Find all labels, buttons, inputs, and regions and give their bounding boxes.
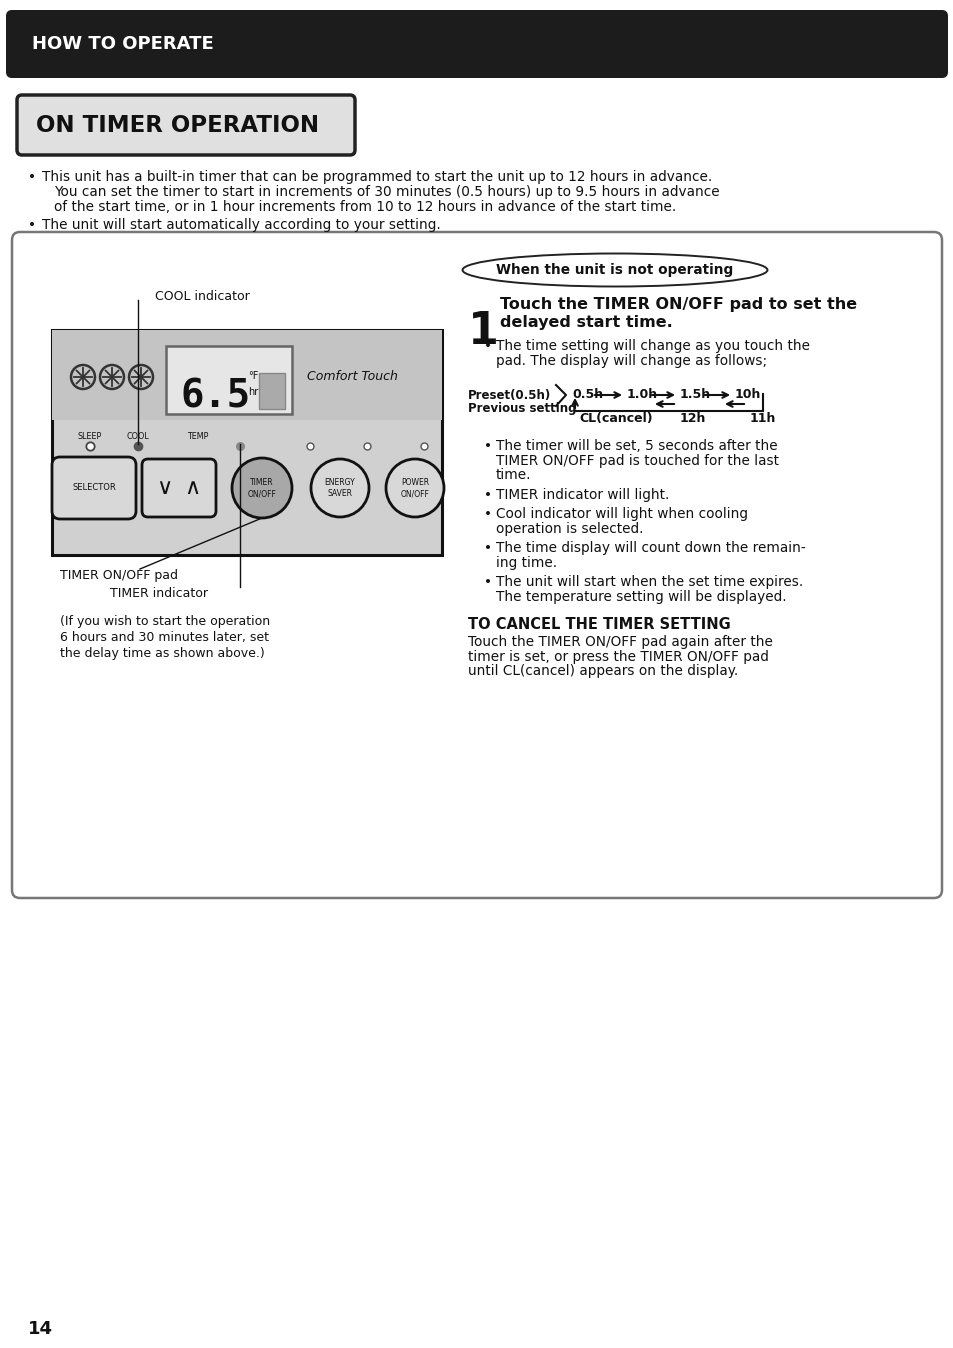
FancyBboxPatch shape bbox=[12, 232, 941, 898]
Text: TO CANCEL THE TIMER SETTING: TO CANCEL THE TIMER SETTING bbox=[468, 617, 730, 632]
Text: This unit has a built-in timer that can be programmed to start the unit up to 12: This unit has a built-in timer that can … bbox=[42, 170, 712, 183]
Text: Comfort Touch: Comfort Touch bbox=[306, 371, 397, 383]
Text: TIMER indicator will light.: TIMER indicator will light. bbox=[496, 488, 669, 501]
Text: The temperature setting will be displayed.: The temperature setting will be displaye… bbox=[496, 589, 786, 604]
Text: Touch the TIMER ON/OFF pad again after the: Touch the TIMER ON/OFF pad again after t… bbox=[468, 635, 772, 648]
FancyBboxPatch shape bbox=[52, 457, 136, 519]
Text: until CL(cancel) appears on the display.: until CL(cancel) appears on the display. bbox=[468, 665, 738, 678]
Circle shape bbox=[232, 458, 292, 518]
Text: ENERGY
SAVER: ENERGY SAVER bbox=[324, 477, 355, 499]
Text: 12h: 12h bbox=[679, 412, 705, 425]
FancyBboxPatch shape bbox=[6, 9, 947, 78]
Text: •: • bbox=[28, 218, 36, 232]
Text: Touch the TIMER ON/OFF pad to set the: Touch the TIMER ON/OFF pad to set the bbox=[499, 297, 856, 311]
Text: CL(cancel): CL(cancel) bbox=[578, 412, 652, 425]
Text: ∧: ∧ bbox=[184, 479, 200, 497]
Text: TIMER ON/OFF pad: TIMER ON/OFF pad bbox=[60, 569, 178, 582]
FancyBboxPatch shape bbox=[166, 346, 292, 414]
Text: COOL indicator: COOL indicator bbox=[154, 290, 250, 303]
Text: •: • bbox=[483, 541, 492, 555]
Text: SLEEP: SLEEP bbox=[78, 431, 102, 441]
Text: Cool indicator will light when cooling: Cool indicator will light when cooling bbox=[496, 507, 747, 520]
Text: The unit will start automatically according to your setting.: The unit will start automatically accord… bbox=[42, 218, 440, 232]
Text: TEMP: TEMP bbox=[187, 431, 209, 441]
Text: TIMER
ON/OFF: TIMER ON/OFF bbox=[247, 477, 276, 499]
Text: •: • bbox=[483, 439, 492, 453]
Text: 1.0h: 1.0h bbox=[626, 388, 658, 400]
Text: Preset(0.5h): Preset(0.5h) bbox=[468, 390, 551, 402]
Text: Previous setting: Previous setting bbox=[468, 402, 576, 415]
Text: 6 hours and 30 minutes later, set: 6 hours and 30 minutes later, set bbox=[60, 631, 269, 644]
Text: time.: time. bbox=[496, 468, 531, 483]
Ellipse shape bbox=[462, 253, 767, 287]
Text: °F: °F bbox=[248, 371, 258, 381]
Text: operation is selected.: operation is selected. bbox=[496, 522, 643, 535]
Text: The timer will be set, 5 seconds after the: The timer will be set, 5 seconds after t… bbox=[496, 439, 777, 453]
Text: HOW TO OPERATE: HOW TO OPERATE bbox=[32, 35, 213, 53]
Text: The unit will start when the set time expires.: The unit will start when the set time ex… bbox=[496, 576, 802, 589]
Text: hr: hr bbox=[248, 387, 258, 398]
Text: The time display will count down the remain-: The time display will count down the rem… bbox=[496, 541, 805, 555]
Text: ∨: ∨ bbox=[155, 479, 172, 497]
Text: ing time.: ing time. bbox=[496, 555, 557, 569]
Text: 0.5h: 0.5h bbox=[572, 388, 602, 400]
Text: You can set the timer to start in increments of 30 minutes (0.5 hours) up to 9.5: You can set the timer to start in increm… bbox=[54, 185, 719, 200]
Text: 14: 14 bbox=[28, 1320, 53, 1339]
Text: 1.5h: 1.5h bbox=[679, 388, 710, 400]
Text: timer is set, or press the TIMER ON/OFF pad: timer is set, or press the TIMER ON/OFF … bbox=[468, 650, 768, 663]
Text: ON TIMER OPERATION: ON TIMER OPERATION bbox=[36, 113, 319, 136]
Text: •: • bbox=[483, 338, 492, 353]
Text: 11h: 11h bbox=[749, 412, 776, 425]
Text: •: • bbox=[483, 576, 492, 589]
Text: the delay time as shown above.): the delay time as shown above.) bbox=[60, 647, 265, 661]
Text: •: • bbox=[28, 170, 36, 183]
Text: SELECTOR: SELECTOR bbox=[72, 484, 115, 492]
Text: COOL: COOL bbox=[127, 431, 150, 441]
Text: •: • bbox=[483, 507, 492, 520]
Text: TIMER ON/OFF pad is touched for the last: TIMER ON/OFF pad is touched for the last bbox=[496, 453, 779, 468]
Text: (If you wish to start the operation: (If you wish to start the operation bbox=[60, 615, 270, 628]
Text: POWER
ON/OFF: POWER ON/OFF bbox=[400, 477, 429, 499]
FancyBboxPatch shape bbox=[142, 460, 215, 518]
Text: 6.5: 6.5 bbox=[181, 377, 251, 415]
Circle shape bbox=[311, 460, 369, 518]
Circle shape bbox=[386, 460, 443, 518]
Text: 10h: 10h bbox=[734, 388, 760, 400]
Text: •: • bbox=[483, 488, 492, 501]
Text: pad. The display will change as follows;: pad. The display will change as follows; bbox=[496, 355, 766, 368]
Text: of the start time, or in 1 hour increments from 10 to 12 hours in advance of the: of the start time, or in 1 hour incremen… bbox=[54, 200, 676, 214]
Text: The time setting will change as you touch the: The time setting will change as you touc… bbox=[496, 338, 809, 353]
FancyBboxPatch shape bbox=[17, 94, 355, 155]
Text: delayed start time.: delayed start time. bbox=[499, 315, 672, 330]
Text: 1: 1 bbox=[468, 310, 498, 353]
FancyBboxPatch shape bbox=[52, 330, 441, 421]
FancyBboxPatch shape bbox=[258, 373, 285, 408]
FancyBboxPatch shape bbox=[52, 330, 441, 555]
Text: When the unit is not operating: When the unit is not operating bbox=[496, 263, 733, 276]
Text: TIMER indicator: TIMER indicator bbox=[110, 586, 208, 600]
